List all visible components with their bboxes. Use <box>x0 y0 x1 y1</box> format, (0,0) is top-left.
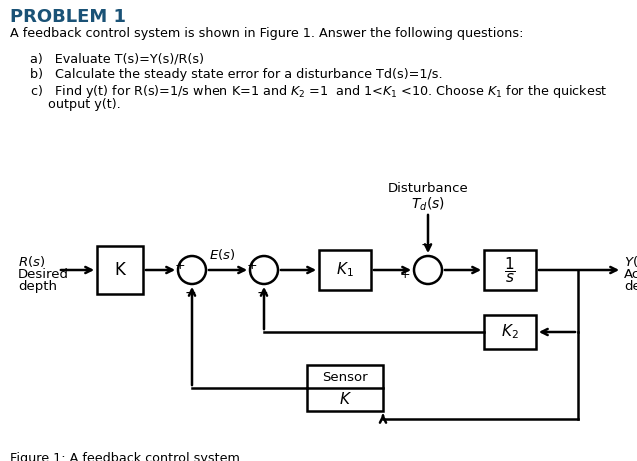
Text: Actual: Actual <box>624 267 637 280</box>
Text: PROBLEM 1: PROBLEM 1 <box>10 8 126 26</box>
Text: −: − <box>256 286 268 300</box>
Text: A feedback control system is shown in Figure 1. Answer the following questions:: A feedback control system is shown in Fi… <box>10 27 524 40</box>
Text: $K_1$: $K_1$ <box>336 260 354 279</box>
Text: $R(s)$: $R(s)$ <box>18 254 45 268</box>
Bar <box>307 365 383 411</box>
Bar <box>484 315 536 349</box>
Text: +: + <box>399 267 410 280</box>
Text: $K_2$: $K_2$ <box>501 323 519 341</box>
Text: K: K <box>340 392 350 407</box>
Bar <box>97 246 143 294</box>
Text: b)   Calculate the steady state error for a disturbance Td(s)=1/s.: b) Calculate the steady state error for … <box>30 68 443 81</box>
Text: Disturbance: Disturbance <box>388 182 468 195</box>
Text: Figure 1: A feedback control system: Figure 1: A feedback control system <box>10 452 240 461</box>
Text: output y(t).: output y(t). <box>48 98 121 111</box>
Text: $\dfrac{1}{s}$: $\dfrac{1}{s}$ <box>504 255 516 285</box>
Text: +: + <box>247 259 257 272</box>
Text: K: K <box>115 261 125 279</box>
Text: Sensor: Sensor <box>322 371 368 384</box>
Text: +: + <box>175 259 185 272</box>
Text: −: − <box>420 238 432 252</box>
Text: depth: depth <box>18 279 57 292</box>
Text: $Y(s)$: $Y(s)$ <box>624 254 637 268</box>
Text: −: − <box>184 286 196 300</box>
Text: depth: depth <box>624 279 637 292</box>
Text: $E(s)$: $E(s)$ <box>209 247 236 261</box>
Text: $T_d(s)$: $T_d(s)$ <box>411 196 445 213</box>
Bar <box>319 250 371 290</box>
Text: c)   Find y(t) for R(s)=1/s when K=1 and $K_2$ =1  and 1<$K_1$ <10. Choose $K_1$: c) Find y(t) for R(s)=1/s when K=1 and $… <box>30 83 608 100</box>
Text: Desired: Desired <box>18 267 69 280</box>
Text: a)   Evaluate T(s)=Y(s)/R(s): a) Evaluate T(s)=Y(s)/R(s) <box>30 53 204 66</box>
Bar <box>484 250 536 290</box>
